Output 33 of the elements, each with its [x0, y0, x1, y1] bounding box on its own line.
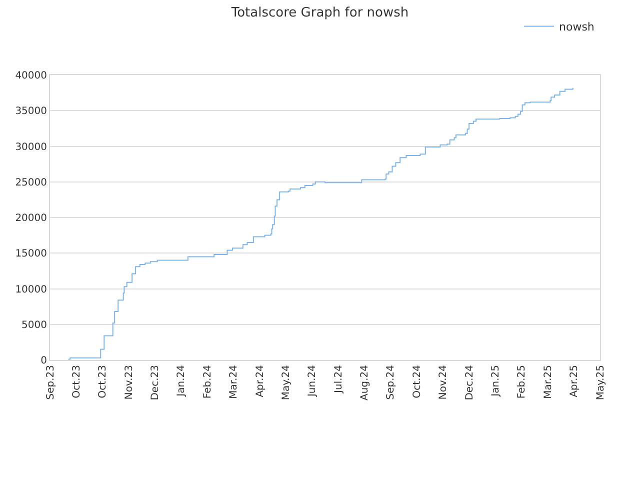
- x-tick-label: Mar.24: [228, 365, 240, 399]
- legend-label: nowsh: [559, 20, 594, 34]
- x-tick-label: Dec.24: [464, 365, 476, 400]
- x-tick-label: Apr.25: [569, 365, 580, 398]
- x-tick-label: May.24: [280, 365, 292, 400]
- x-tick-label: Jan.25: [490, 365, 502, 398]
- x-tick-label: Jul.24: [333, 365, 344, 394]
- x-tick-label: Feb.25: [516, 365, 528, 399]
- x-tick-label: Jun.24: [307, 365, 318, 398]
- x-tick-label: Nov.23: [124, 365, 135, 400]
- x-tick-label: Sep.23: [45, 365, 56, 400]
- x-tick-label: Feb.24: [202, 365, 214, 399]
- chart-title: Totalscore Graph for nowsh: [230, 5, 409, 20]
- y-tick-label: 25000: [15, 177, 47, 188]
- y-tick-label: 20000: [15, 213, 47, 224]
- x-tick-label: Jan.24: [176, 365, 188, 398]
- x-tick-label: Sep.24: [386, 365, 397, 400]
- x-tick-label: Nov.24: [438, 365, 450, 400]
- y-tick-label: 40000: [15, 70, 47, 82]
- y-tick-label: 35000: [15, 106, 47, 118]
- x-tick-label: Oct.23: [98, 365, 109, 398]
- y-tick-label: 0: [40, 356, 47, 366]
- y-tick-label: 5000: [22, 320, 47, 331]
- x-tick-label: Apr.24: [254, 365, 266, 398]
- y-tick-label: 15000: [15, 248, 47, 260]
- x-tick-label: Oct.24: [412, 365, 423, 398]
- y-tick-label: 10000: [15, 284, 47, 296]
- x-tick-label: Dec.23: [150, 365, 162, 400]
- y-tick-label: 30000: [15, 142, 47, 153]
- x-tick-label: Aug.24: [360, 365, 371, 400]
- x-tick-label: Oct.23: [71, 365, 82, 398]
- x-tick-label: May.25: [595, 365, 606, 400]
- x-tick-label: Mar.25: [542, 365, 554, 399]
